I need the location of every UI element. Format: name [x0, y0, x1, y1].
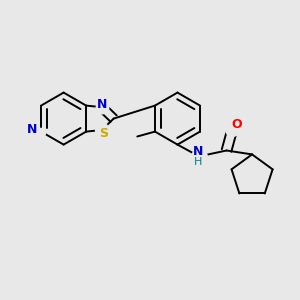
- Text: N: N: [27, 123, 38, 136]
- Text: N: N: [97, 98, 107, 111]
- Text: S: S: [99, 128, 108, 140]
- Text: N: N: [193, 146, 203, 158]
- Text: O: O: [231, 118, 242, 131]
- Text: H: H: [194, 157, 202, 167]
